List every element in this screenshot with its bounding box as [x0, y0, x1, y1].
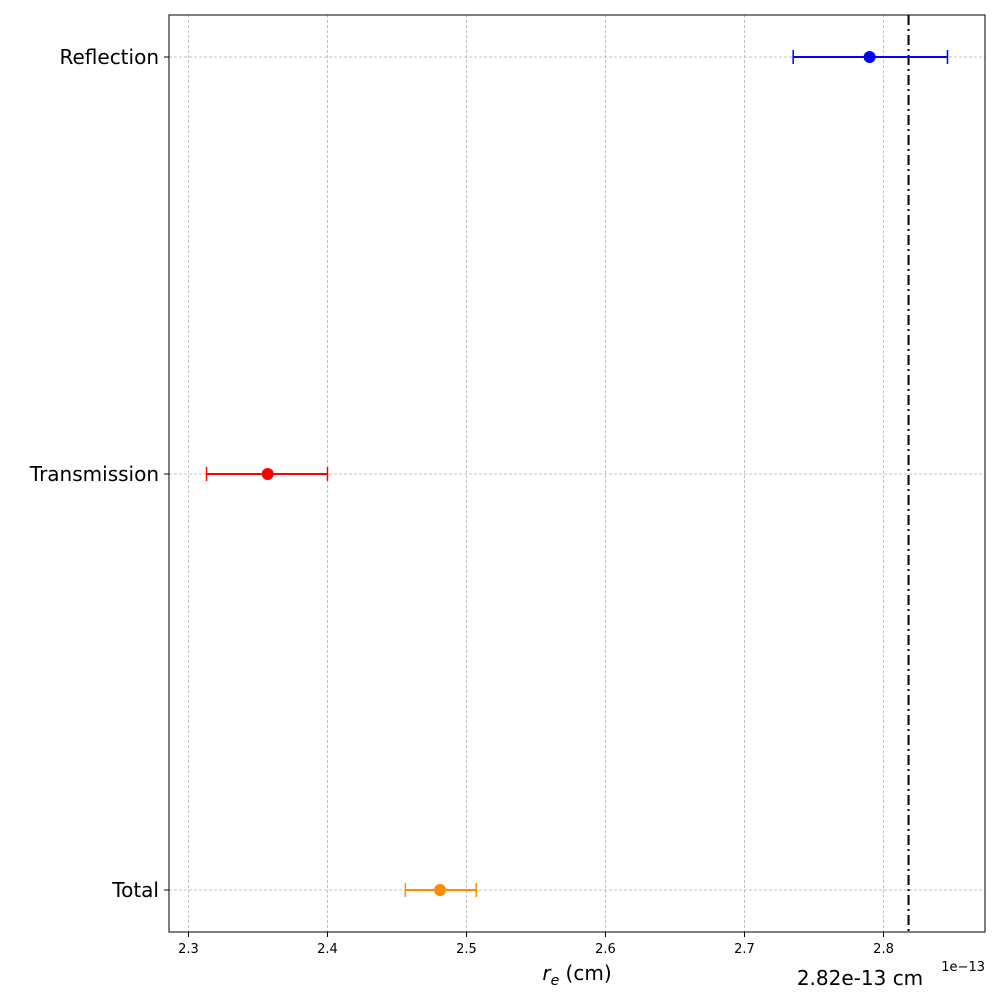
x-axis-ticks: 2.3 2.4 2.5 2.6 2.7 2.8 [178, 932, 894, 957]
x-tick-label: 2.6 [595, 942, 616, 957]
data-point [863, 51, 876, 63]
x-tick-label: 2.5 [456, 942, 477, 957]
data-points [205, 50, 949, 897]
x-tick-label: 2.7 [734, 942, 755, 957]
x-offset-label: 1e−13 [941, 960, 985, 975]
x-tick-label: 2.3 [178, 942, 199, 957]
x-tick-label: 2.8 [873, 942, 894, 957]
y-axis-ticks: Total Transmission Reflection [29, 45, 169, 902]
x-axis-label: re (cm) [542, 961, 611, 989]
reference-line-label: 2.82e-13 cm [797, 966, 923, 990]
x-tick-label: 2.4 [317, 942, 338, 957]
y-tick-label: Transmission [29, 462, 159, 486]
data-point [434, 884, 447, 896]
plot-frame [168, 14, 986, 933]
y-tick-label: Reflection [59, 45, 159, 69]
y-tick-label: Total [111, 878, 159, 902]
data-point [261, 468, 274, 480]
